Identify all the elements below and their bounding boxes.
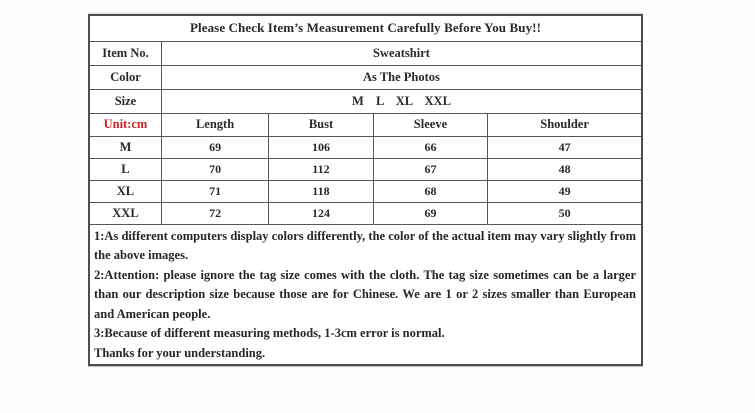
length-xl: 71 (160, 179, 270, 203)
size-m: M (88, 135, 162, 159)
table-row-xl: XL 71 118 68 49 (88, 179, 643, 203)
notes-cell: 1:As different computers display colors … (88, 223, 643, 366)
table-title: Please Check Item’s Measurement Carefull… (88, 14, 643, 42)
notes-row: 1:As different computers display colors … (88, 223, 643, 366)
sleeve-xl: 68 (372, 179, 489, 203)
note-thanks: Thanks for your understanding. (94, 346, 266, 361)
size-row: Size M L XL XXL (88, 88, 643, 114)
color-value: As The Photos (160, 64, 643, 90)
col-header-bust: Bust (268, 112, 374, 137)
col-header-sleeve: Sleeve (372, 112, 489, 137)
shoulder-xl: 49 (487, 179, 643, 203)
color-label: Color (88, 64, 162, 90)
length-xxl: 72 (160, 201, 270, 225)
sleeve-xxl: 69 (372, 201, 489, 225)
sleeve-m: 66 (372, 135, 489, 159)
table-row-m: M 69 106 66 47 (88, 135, 643, 159)
table-row-xxl: XXL 72 124 69 50 (88, 201, 643, 225)
col-header-unit: Unit:cm (88, 112, 162, 137)
bust-xl: 118 (268, 179, 374, 203)
bust-l: 112 (268, 157, 374, 181)
shoulder-xxl: 50 (487, 201, 643, 225)
table-row-l: L 70 112 67 48 (88, 157, 643, 181)
item-no-row: Item No. Sweatshirt (88, 40, 643, 66)
measurement-header-row: Unit:cm Length Bust Sleeve Shoulder (88, 112, 643, 137)
shoulder-m: 47 (487, 135, 643, 159)
size-list-value: M L XL XXL (160, 88, 643, 114)
table-title-row: Please Check Item’s Measurement Carefull… (88, 14, 643, 42)
bust-m: 106 (268, 135, 374, 159)
col-header-length: Length (160, 112, 270, 137)
shoulder-l: 48 (487, 157, 643, 181)
size-l: L (88, 157, 162, 181)
length-m: 69 (160, 135, 270, 159)
item-no-value: Sweatshirt (160, 40, 643, 66)
color-row: Color As The Photos (88, 64, 643, 90)
note-3: 3:Because of different measuring methods… (94, 326, 445, 341)
sleeve-l: 67 (372, 157, 489, 181)
size-xxl: XXL (88, 201, 162, 225)
item-no-label: Item No. (88, 40, 162, 66)
measurement-table: Please Check Item’s Measurement Carefull… (88, 14, 643, 366)
note-2: 2:Attention: please ignore the tag size … (94, 267, 636, 321)
note-1: 1:As different computers display colors … (94, 228, 636, 263)
size-label: Size (88, 88, 162, 114)
length-l: 70 (160, 157, 270, 181)
size-xl: XL (88, 179, 162, 203)
col-header-shoulder: Shoulder (487, 112, 643, 137)
bust-xxl: 124 (268, 201, 374, 225)
